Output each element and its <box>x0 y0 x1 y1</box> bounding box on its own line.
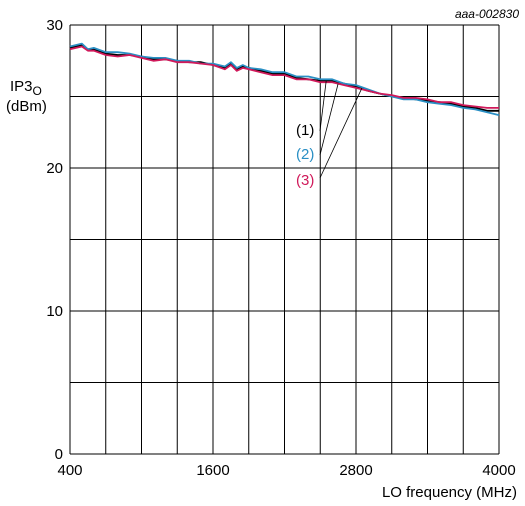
figure-id: aaa-002830 <box>455 7 519 21</box>
x-tick-label: 4000 <box>482 462 515 479</box>
x-tick-label: 1600 <box>196 462 229 479</box>
y-axis-title-main: IP3 <box>10 78 33 95</box>
tick-labels: 400 1600 2800 4000 0 10 20 30 <box>46 17 515 479</box>
grid <box>69 24 500 455</box>
x-tick-label: 400 <box>57 462 82 479</box>
y-tick-label: 20 <box>46 160 63 177</box>
y-axis-title: IP3O <box>10 78 42 98</box>
series-line-3 <box>69 45 499 109</box>
y-tick-label: 0 <box>55 446 63 463</box>
y-tick-label: 30 <box>46 17 63 34</box>
y-axis-title-subscript: O <box>33 84 42 98</box>
x-axis-title: LO frequency (MHz) <box>382 484 517 501</box>
curve-label-2: (2) <box>296 146 314 163</box>
series-lines <box>69 42 500 116</box>
y-axis-unit: (dBm) <box>6 98 47 115</box>
leader-line-3 <box>319 87 363 179</box>
y-tick-label: 10 <box>46 303 63 320</box>
curve-label-3: (3) <box>296 172 314 189</box>
curve-label-1: (1) <box>296 122 314 139</box>
label-leaders <box>319 80 363 179</box>
series-line-2 <box>69 42 500 116</box>
curve-labels: (1) (2) (3) <box>296 122 314 189</box>
leader-line-2 <box>319 83 339 156</box>
leader-line-1 <box>319 80 327 132</box>
x-tick-label: 2800 <box>339 462 372 479</box>
